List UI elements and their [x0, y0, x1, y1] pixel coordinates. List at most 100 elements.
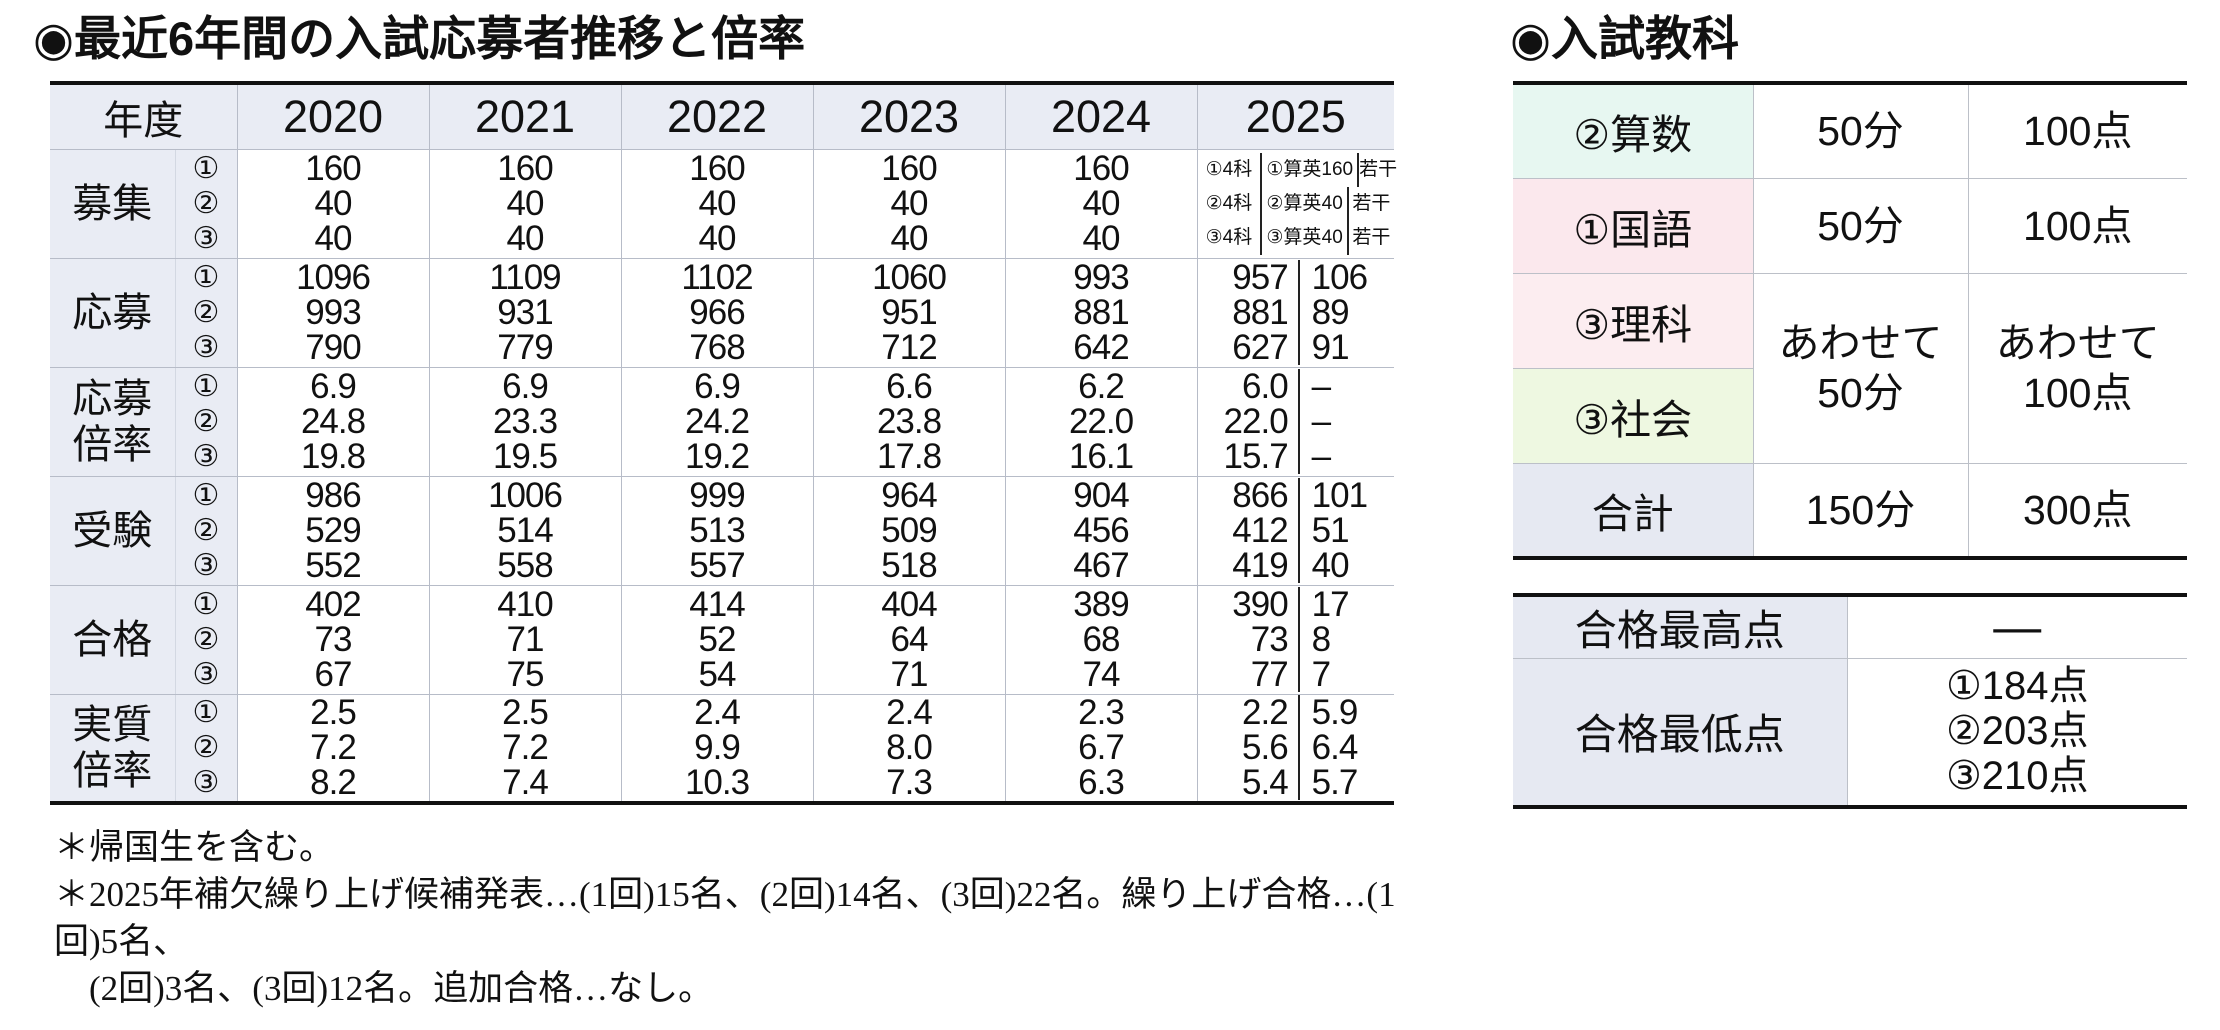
- score-line: ①184点: [1945, 664, 2089, 709]
- value-cell: 1006 514 558: [428, 475, 622, 586]
- row-label: 実質 倍率: [50, 693, 176, 804]
- subject-row: ③理科 あわせて 50分 あわせて 100点: [1513, 272, 2187, 464]
- value-line: 73: [314, 620, 353, 659]
- circle-digit: ③: [192, 440, 220, 473]
- value-cell: 2.4 8.0 7.3: [812, 693, 1006, 804]
- row-label: 合格: [50, 584, 176, 695]
- value-cell: 986 529 552: [236, 475, 430, 586]
- value-cell: 6.6 23.8 17.8: [812, 366, 1006, 477]
- value-line: 529: [305, 511, 361, 550]
- score-value: —: [1846, 594, 2187, 659]
- circle-digit: ①: [192, 588, 220, 621]
- value-line: 75: [506, 655, 545, 694]
- value-line: 456: [1073, 511, 1129, 550]
- value-line: 993: [305, 293, 361, 332]
- value-line: 6.9: [694, 367, 741, 406]
- value-line: 71: [890, 655, 929, 694]
- sub-value: 89: [1311, 293, 1350, 332]
- score-lines: ①184点 ②203点 ③210点: [1946, 664, 2089, 799]
- value-line: 389: [1073, 585, 1129, 624]
- value-line: 7.3: [886, 763, 933, 803]
- value-line: 10.3: [684, 763, 750, 803]
- sub-value: 5.7: [1311, 763, 1359, 803]
- main-value: 866: [1198, 478, 1300, 513]
- value-line: 904: [1073, 476, 1129, 515]
- value-cell: 2.5 7.2 7.4: [428, 693, 622, 804]
- admit-type: ②4科: [1198, 186, 1263, 221]
- year-column-header: 2020: [236, 82, 430, 150]
- sub-value: 91: [1311, 328, 1350, 367]
- value-cell-2025: 957 106 881 89 627 91: [1196, 257, 1394, 368]
- value-line: 16.1: [1068, 437, 1134, 476]
- value-line: 558: [497, 546, 553, 585]
- value-line: 1109: [489, 258, 561, 297]
- value-line: 2.5: [310, 693, 357, 733]
- value-line: 52: [698, 620, 737, 659]
- subject-label: ①国語: [1513, 177, 1754, 274]
- pair-line: 5.6 6.4: [1198, 728, 1395, 768]
- circle-digit: ③: [192, 766, 220, 800]
- value-line: 54: [698, 655, 737, 694]
- value-line: 966: [689, 293, 745, 332]
- value-line: 518: [881, 546, 937, 585]
- value-line: 2.3: [1078, 693, 1125, 733]
- value-cell-2025: 866 101 412 51 419 40: [1196, 475, 1394, 586]
- value-line: 24.2: [684, 402, 750, 441]
- value-line: 2.4: [886, 693, 933, 733]
- value-line: 22.0: [1068, 402, 1134, 441]
- pair-line: 22.0–: [1198, 404, 1395, 439]
- value-line: 160: [497, 149, 553, 188]
- circle-digit: ②: [192, 623, 220, 656]
- pair-line: 73 8: [1198, 622, 1395, 657]
- value-line: 6.9: [310, 367, 357, 406]
- subject-row: 合計 150分 300点: [1513, 462, 2187, 559]
- sub-value: 6.4: [1311, 728, 1359, 768]
- value-line: 40: [506, 184, 545, 223]
- value-line: 514: [497, 511, 553, 550]
- time-cell: 50分: [1752, 177, 1969, 274]
- footnote-line: ＊帰国生を含む。: [54, 828, 335, 867]
- admit-alt-num: 160: [1321, 158, 1354, 180]
- value-line: 6.9: [502, 367, 549, 406]
- value-line: 67: [314, 655, 353, 694]
- value-line: 160: [1073, 149, 1129, 188]
- value-cell: 160 40 40: [428, 148, 622, 259]
- value-line: 993: [1073, 258, 1129, 297]
- year-header-cell: 年度: [50, 82, 238, 150]
- value-line: 986: [305, 476, 361, 515]
- value-line: 17.8: [876, 437, 942, 476]
- value-line: 790: [305, 328, 361, 367]
- main-value: 73: [1198, 622, 1300, 657]
- value-line: 40: [1082, 184, 1121, 223]
- value-line: 951: [881, 293, 937, 332]
- value-line: 964: [881, 476, 937, 515]
- value-cell: 964 509 518: [812, 475, 1006, 586]
- subject-label: ②算数: [1513, 82, 1754, 179]
- value-line: 712: [881, 328, 937, 367]
- circle-digit: ①: [192, 479, 220, 512]
- value-line: 68: [1082, 620, 1121, 659]
- value-cell-2025: 390 17 73 8 77 7: [1196, 584, 1395, 695]
- value-line: 7.2: [310, 728, 357, 768]
- row-label: 応募: [50, 257, 176, 368]
- sub-value: 106: [1311, 258, 1368, 297]
- subject-label: ③理科: [1513, 272, 1754, 369]
- value-line: 64: [890, 620, 929, 659]
- admit-alt: ③算英 40: [1262, 220, 1349, 255]
- table-row: 実質 倍率 ① ② ③ 2.5 7.2 8.2 2.5 7.2 7.4 2.4 9.9 10.3 2.4 8…: [50, 693, 1395, 804]
- sub-value: 5.9: [1311, 693, 1359, 733]
- points-cell: あわせて 100点: [1967, 272, 2187, 464]
- main-value: 419: [1198, 548, 1300, 583]
- main-value: 5.4: [1198, 765, 1300, 801]
- value-line: 7.2: [502, 728, 549, 768]
- admit-alt-num: 40: [1321, 226, 1343, 248]
- value-line: 8.0: [886, 728, 933, 768]
- row-label: 応募 倍率: [50, 366, 176, 477]
- circle-digit: ③: [192, 331, 220, 364]
- value-cell: 160 40 40: [236, 148, 430, 259]
- dash-value: —: [1993, 601, 2042, 654]
- value-line: 552: [305, 546, 361, 585]
- value-cell: 402 73 67: [236, 584, 430, 695]
- pair-line: 5.4 5.7: [1198, 763, 1395, 803]
- value-line: 23.8: [876, 402, 942, 441]
